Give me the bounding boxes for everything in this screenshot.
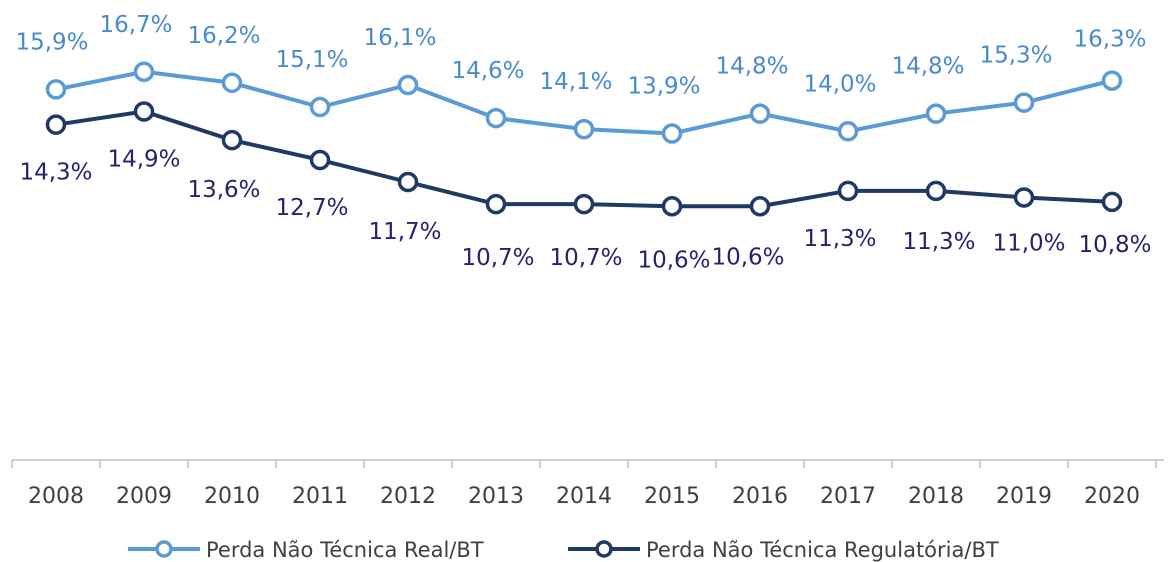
data-point <box>309 149 331 171</box>
data-label: 10,6% <box>637 247 710 273</box>
x-tick-label: 2012 <box>380 484 436 509</box>
data-point <box>1101 70 1123 91</box>
data-label: 10,7% <box>461 245 534 271</box>
data-point <box>397 171 419 193</box>
data-point <box>133 61 155 83</box>
data-label: 15,9% <box>15 29 88 55</box>
data-label: 14,8% <box>891 54 964 80</box>
legend-item-regulatoria: Perda Não Técnica Regulatória/BT <box>568 538 999 562</box>
x-axis-tick-labels: 2008 2009 2010 2011 2012 2013 2014 2015 2016 2017… <box>28 484 1140 509</box>
data-label: 14,9% <box>107 146 180 172</box>
data-point <box>133 101 155 122</box>
x-tick-label: 2010 <box>204 484 260 509</box>
x-tick-label: 2020 <box>1084 484 1140 509</box>
data-label: 13,6% <box>187 177 260 203</box>
x-tick-label: 2014 <box>556 484 612 509</box>
data-label: 14,8% <box>715 54 788 80</box>
legend-item-real: Perda Não Técnica Real/BT <box>128 538 484 562</box>
data-point <box>661 123 683 144</box>
data-label: 16,3% <box>1073 27 1146 53</box>
data-label: 14,0% <box>803 71 876 97</box>
data-point <box>309 96 331 118</box>
data-point <box>661 196 683 217</box>
x-tick-label: 2017 <box>820 484 876 509</box>
data-label: 11,7% <box>368 219 441 245</box>
data-point <box>221 129 243 151</box>
legend-marker-regulatoria <box>595 540 613 558</box>
data-point <box>45 114 67 135</box>
data-point <box>1013 187 1035 208</box>
data-point <box>397 74 419 96</box>
data-point <box>573 193 595 215</box>
data-label: 15,1% <box>275 47 348 73</box>
data-point <box>837 180 859 202</box>
data-point <box>1101 191 1123 213</box>
series-points <box>45 61 1123 217</box>
data-point <box>749 196 771 217</box>
data-label: 12,7% <box>275 195 348 221</box>
data-point <box>749 103 771 124</box>
data-label: 10,7% <box>549 245 622 271</box>
data-label: 16,7% <box>99 12 172 38</box>
data-label: 11,0% <box>992 230 1065 256</box>
legend-label-real: Perda Não Técnica Real/BT <box>206 538 484 562</box>
data-label: 16,2% <box>187 23 260 49</box>
data-label: 10,8% <box>1078 232 1151 258</box>
x-tick-label: 2015 <box>644 484 700 509</box>
x-tick-label: 2019 <box>996 484 1052 509</box>
x-tick-label: 2011 <box>292 484 348 509</box>
legend-label-regulatoria: Perda Não Técnica Regulatória/BT <box>646 538 999 562</box>
data-point <box>221 72 243 94</box>
x-tick-label: 2016 <box>732 484 788 509</box>
x-tick-label: 2009 <box>116 484 172 509</box>
data-point <box>1013 92 1035 113</box>
data-point <box>925 103 947 124</box>
legend: Perda Não Técnica Real/BT Perda Não Técn… <box>128 538 999 562</box>
data-point <box>837 121 859 142</box>
data-point <box>45 79 67 100</box>
data-point <box>925 180 947 202</box>
x-tick-label: 2018 <box>908 484 964 509</box>
data-label: 16,1% <box>363 25 436 51</box>
x-tick-label: 2008 <box>28 484 84 509</box>
data-label: 13,9% <box>627 74 700 100</box>
data-point <box>573 118 595 140</box>
legend-marker-real <box>155 540 173 558</box>
data-label: 11,3% <box>803 226 876 252</box>
x-axis-ticks <box>11 460 1157 468</box>
x-tick-label: 2013 <box>468 484 524 509</box>
data-labels: 15,9% 16,7% 16,2% 15,1% 16,1% 14,6% 14,1% 13,9%… <box>15 12 1151 274</box>
data-point <box>485 107 507 129</box>
data-label: 14,3% <box>19 160 92 186</box>
data-label: 11,3% <box>902 229 975 255</box>
data-point <box>485 193 507 215</box>
data-label: 15,3% <box>979 43 1052 69</box>
data-label: 14,6% <box>451 58 524 84</box>
data-label: 10,6% <box>711 244 784 270</box>
data-label: 14,1% <box>539 69 612 95</box>
